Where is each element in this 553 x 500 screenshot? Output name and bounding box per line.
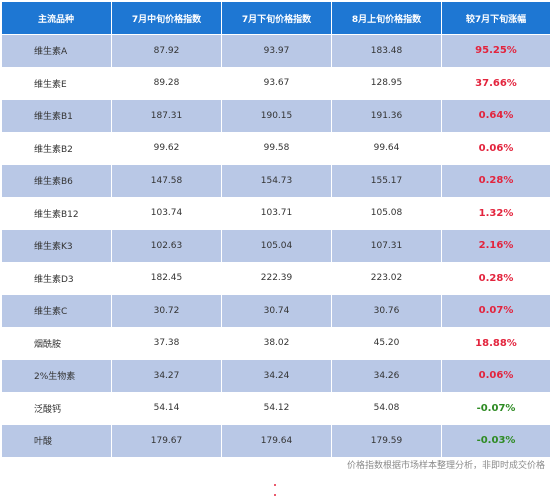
- cell-variety: 维生素A: [2, 35, 112, 68]
- marker-dot: [274, 494, 276, 496]
- table-row: 维生素B6 147.58 154.73 155.17 0.28%: [2, 165, 551, 198]
- cell-mid-july: 179.67: [112, 425, 222, 458]
- cell-change: 0.07%: [442, 295, 551, 328]
- table-row: 维生素B1 187.31 190.15 191.36 0.64%: [2, 100, 551, 133]
- cell-late-july: 103.71: [222, 197, 332, 230]
- table-row: 维生素K3 102.63 105.04 107.31 2.16%: [2, 230, 551, 263]
- cell-late-july: 38.02: [222, 327, 332, 360]
- cell-mid-july: 89.28: [112, 67, 222, 100]
- table-row: 维生素D3 182.45 222.39 223.02 0.28%: [2, 262, 551, 295]
- cell-late-july: 30.74: [222, 295, 332, 328]
- table-header: 主流品种 7月中旬价格指数 7月下旬价格指数 8月上旬价格指数 较7月下旬涨幅: [2, 2, 551, 35]
- col-header-change: 较7月下旬涨幅: [442, 2, 551, 35]
- cell-late-july: 99.58: [222, 132, 332, 165]
- cell-early-august: 107.31: [332, 230, 442, 263]
- cell-mid-july: 34.27: [112, 360, 222, 393]
- cell-variety: 维生素E: [2, 67, 112, 100]
- cell-early-august: 45.20: [332, 327, 442, 360]
- cell-early-august: 54.08: [332, 392, 442, 425]
- cell-mid-july: 187.31: [112, 100, 222, 133]
- cell-change: 0.06%: [442, 132, 551, 165]
- table-row: 2%生物素 34.27 34.24 34.26 0.06%: [2, 360, 551, 393]
- cell-early-august: 30.76: [332, 295, 442, 328]
- cell-change: 37.66%: [442, 67, 551, 100]
- cell-change: 95.25%: [442, 35, 551, 68]
- cell-change: 1.32%: [442, 197, 551, 230]
- cell-variety: 维生素B2: [2, 132, 112, 165]
- cell-variety: 维生素D3: [2, 262, 112, 295]
- cell-late-july: 105.04: [222, 230, 332, 263]
- cell-change: 2.16%: [442, 230, 551, 263]
- cell-late-july: 93.97: [222, 35, 332, 68]
- cell-late-july: 154.73: [222, 165, 332, 198]
- cell-variety: 叶酸: [2, 425, 112, 458]
- cell-change: 0.28%: [442, 262, 551, 295]
- table-row: 维生素C 30.72 30.74 30.76 0.07%: [2, 295, 551, 328]
- col-header-early-august: 8月上旬价格指数: [332, 2, 442, 35]
- col-header-late-july: 7月下旬价格指数: [222, 2, 332, 35]
- cell-change: 0.28%: [442, 165, 551, 198]
- cell-late-july: 93.67: [222, 67, 332, 100]
- cell-variety: 烟酰胺: [2, 327, 112, 360]
- table-body: 维生素A 87.92 93.97 183.48 95.25% 维生素E 89.28 93.67…: [2, 35, 551, 458]
- cell-variety: 维生素K3: [2, 230, 112, 263]
- table-row: 维生素E 89.28 93.67 128.95 37.66%: [2, 67, 551, 100]
- cell-early-august: 191.36: [332, 100, 442, 133]
- table-row: 叶酸 179.67 179.64 179.59 -0.03%: [2, 425, 551, 458]
- col-header-mid-july: 7月中旬价格指数: [112, 2, 222, 35]
- cell-mid-july: 103.74: [112, 197, 222, 230]
- col-header-variety: 主流品种: [2, 2, 112, 35]
- footnote: 价格指数根据市场样本整理分析，非即时成交价格: [346, 461, 545, 471]
- table-row: 维生素B12 103.74 103.71 105.08 1.32%: [2, 197, 551, 230]
- cell-late-july: 179.64: [222, 425, 332, 458]
- cell-mid-july: 102.63: [112, 230, 222, 263]
- cell-early-august: 128.95: [332, 67, 442, 100]
- cell-early-august: 99.64: [332, 132, 442, 165]
- cell-late-july: 54.12: [222, 392, 332, 425]
- marker-dot: [274, 484, 276, 486]
- cell-early-august: 155.17: [332, 165, 442, 198]
- cell-mid-july: 99.62: [112, 132, 222, 165]
- cell-mid-july: 182.45: [112, 262, 222, 295]
- table-row: 泛酸钙 54.14 54.12 54.08 -0.07%: [2, 392, 551, 425]
- cell-variety: 维生素C: [2, 295, 112, 328]
- cell-mid-july: 87.92: [112, 35, 222, 68]
- table-row: 维生素A 87.92 93.97 183.48 95.25%: [2, 35, 551, 68]
- table-row: 烟酰胺 37.38 38.02 45.20 18.88%: [2, 327, 551, 360]
- cell-variety: 2%生物素: [2, 360, 112, 393]
- cell-change: 0.64%: [442, 100, 551, 133]
- cell-early-august: 34.26: [332, 360, 442, 393]
- cell-early-august: 179.59: [332, 425, 442, 458]
- cell-variety: 维生素B12: [2, 197, 112, 230]
- cell-mid-july: 54.14: [112, 392, 222, 425]
- cell-variety: 泛酸钙: [2, 392, 112, 425]
- price-index-table: 主流品种 7月中旬价格指数 7月下旬价格指数 8月上旬价格指数 较7月下旬涨幅 …: [2, 2, 551, 458]
- cell-late-july: 190.15: [222, 100, 332, 133]
- cell-early-august: 183.48: [332, 35, 442, 68]
- table-row: 维生素B2 99.62 99.58 99.64 0.06%: [2, 132, 551, 165]
- cell-change: 18.88%: [442, 327, 551, 360]
- cell-mid-july: 37.38: [112, 327, 222, 360]
- cell-mid-july: 147.58: [112, 165, 222, 198]
- cell-early-august: 105.08: [332, 197, 442, 230]
- cell-mid-july: 30.72: [112, 295, 222, 328]
- cell-late-july: 222.39: [222, 262, 332, 295]
- cell-late-july: 34.24: [222, 360, 332, 393]
- cell-change: 0.06%: [442, 360, 551, 393]
- cell-variety: 维生素B6: [2, 165, 112, 198]
- cell-variety: 维生素B1: [2, 100, 112, 133]
- cell-change: -0.07%: [442, 392, 551, 425]
- cell-change: -0.03%: [442, 425, 551, 458]
- header-row: 主流品种 7月中旬价格指数 7月下旬价格指数 8月上旬价格指数 较7月下旬涨幅: [2, 2, 551, 35]
- cell-early-august: 223.02: [332, 262, 442, 295]
